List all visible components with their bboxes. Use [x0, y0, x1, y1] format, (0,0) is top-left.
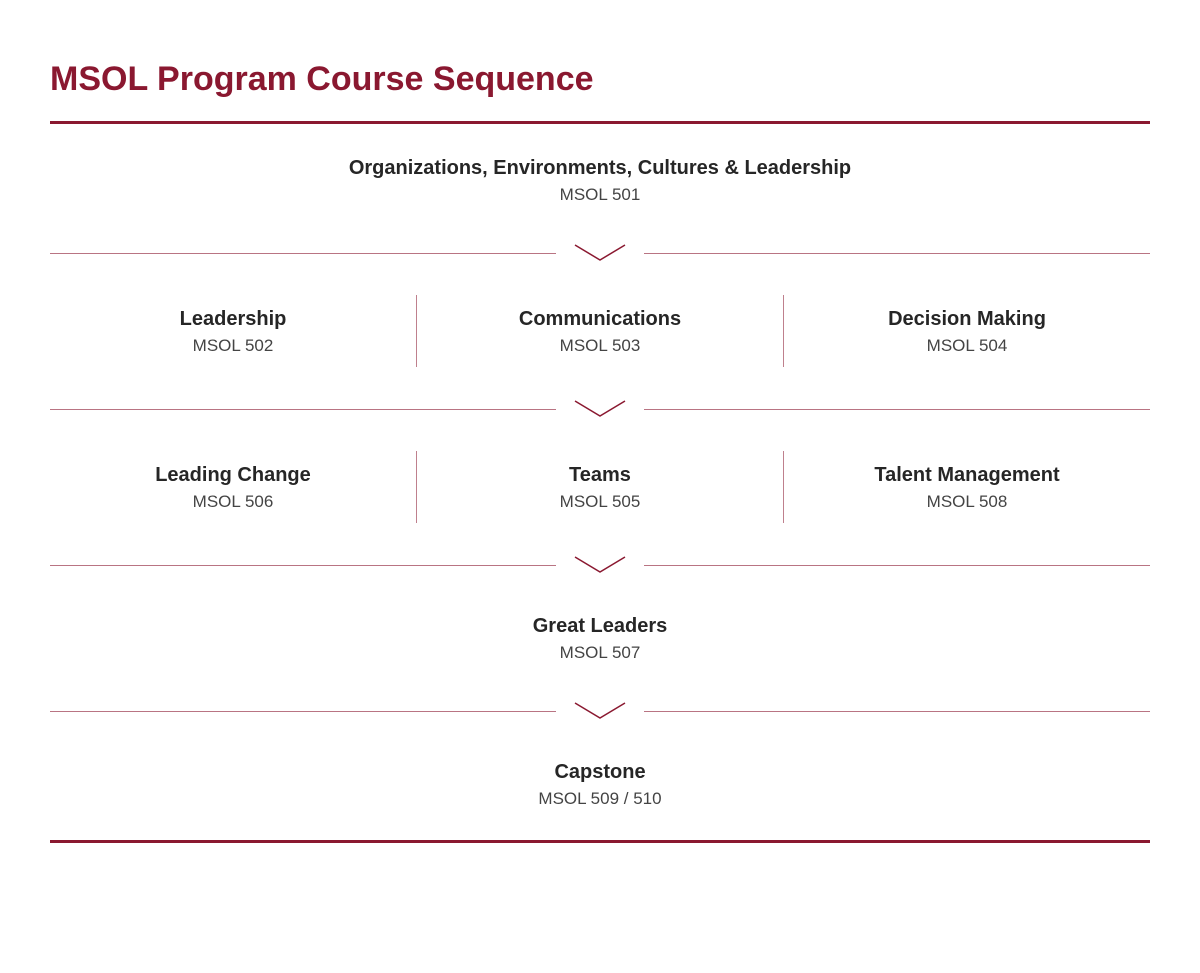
sequence-row: Capstone MSOL 509 / 510 — [50, 728, 1150, 840]
page-title: MSOL Program Course Sequence — [50, 60, 1150, 99]
course-cell: Decision Making MSOL 504 — [784, 300, 1150, 362]
course-cell: Talent Management MSOL 508 — [784, 456, 1150, 518]
course-code: MSOL 507 — [74, 643, 1126, 663]
course-code: MSOL 503 — [441, 336, 759, 356]
chevron-down-icon — [556, 241, 644, 265]
course-code: MSOL 501 — [74, 185, 1126, 205]
row-separator — [50, 694, 1150, 728]
course-cell: Capstone MSOL 509 / 510 — [50, 753, 1150, 815]
sequence-row: Leading Change MSOL 506 Teams MSOL 505 T… — [50, 426, 1150, 548]
chevron-down-icon — [556, 397, 644, 421]
course-code: MSOL 506 — [74, 492, 392, 512]
course-cell: Teams MSOL 505 — [417, 456, 783, 518]
row-separator — [50, 548, 1150, 582]
sequence-row: Organizations, Environments, Cultures & … — [50, 124, 1150, 236]
course-code: MSOL 508 — [808, 492, 1126, 512]
course-code: MSOL 509 / 510 — [74, 789, 1126, 809]
course-code: MSOL 505 — [441, 492, 759, 512]
course-code: MSOL 502 — [74, 336, 392, 356]
course-code: MSOL 504 — [808, 336, 1126, 356]
course-title: Communications — [441, 306, 759, 332]
sequence-row: Great Leaders MSOL 507 — [50, 582, 1150, 694]
sequence-row: Leadership MSOL 502 Communications MSOL … — [50, 270, 1150, 392]
chevron-down-icon — [556, 699, 644, 723]
chevron-down-icon — [556, 553, 644, 577]
course-cell: Great Leaders MSOL 507 — [50, 607, 1150, 669]
course-cell: Communications MSOL 503 — [417, 300, 783, 362]
course-cell: Organizations, Environments, Cultures & … — [50, 149, 1150, 211]
rule-bottom — [50, 840, 1150, 843]
course-cell: Leadership MSOL 502 — [50, 300, 416, 362]
course-title: Talent Management — [808, 462, 1126, 488]
course-title: Organizations, Environments, Cultures & … — [74, 155, 1126, 181]
course-title: Great Leaders — [74, 613, 1126, 639]
row-separator — [50, 392, 1150, 426]
course-title: Decision Making — [808, 306, 1126, 332]
course-title: Capstone — [74, 759, 1126, 785]
course-cell: Leading Change MSOL 506 — [50, 456, 416, 518]
row-separator — [50, 236, 1150, 270]
course-title: Leading Change — [74, 462, 392, 488]
course-title: Teams — [441, 462, 759, 488]
course-title: Leadership — [74, 306, 392, 332]
